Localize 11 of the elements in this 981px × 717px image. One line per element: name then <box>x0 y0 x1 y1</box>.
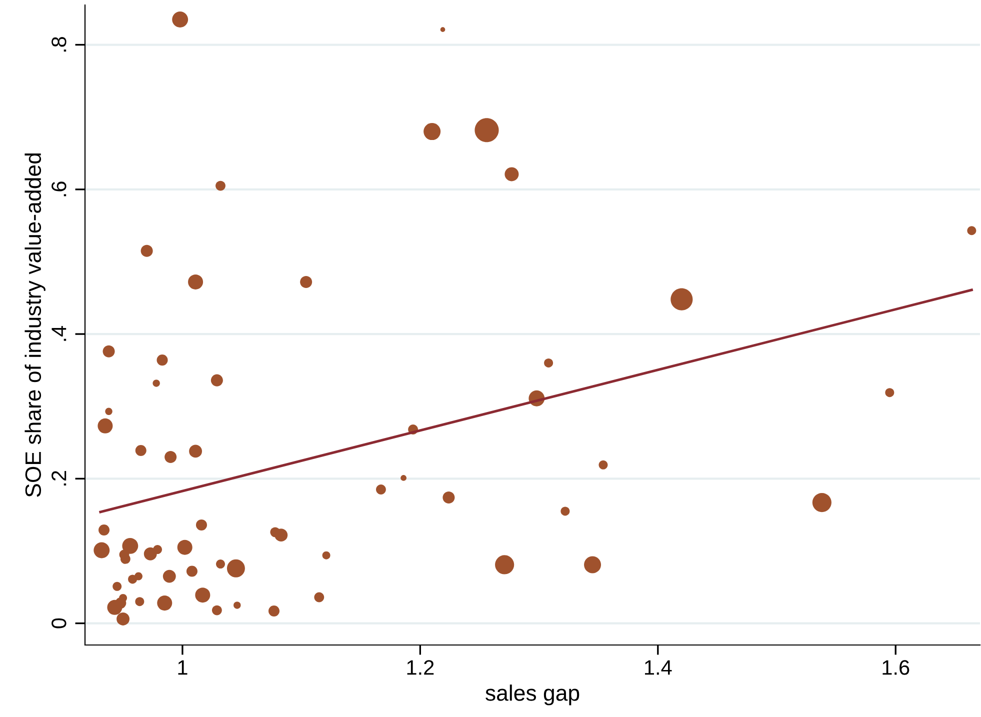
y-tick-label: .6 <box>52 182 66 196</box>
y-tick-label: .2 <box>52 471 66 486</box>
x-tick-label: 1.4 <box>645 660 672 675</box>
x-tick-label: 1.6 <box>882 660 910 675</box>
y-tick-label: .4 <box>52 326 66 341</box>
y-axis-title: SOE share of industry value-added <box>24 153 46 497</box>
x-axis-title: sales gap <box>486 684 580 706</box>
y-tick-label: .8 <box>52 36 66 52</box>
x-tick-label: 1 <box>178 660 188 675</box>
x-tick-label: 1.2 <box>407 660 434 675</box>
y-tick-label: 0 <box>52 618 66 628</box>
